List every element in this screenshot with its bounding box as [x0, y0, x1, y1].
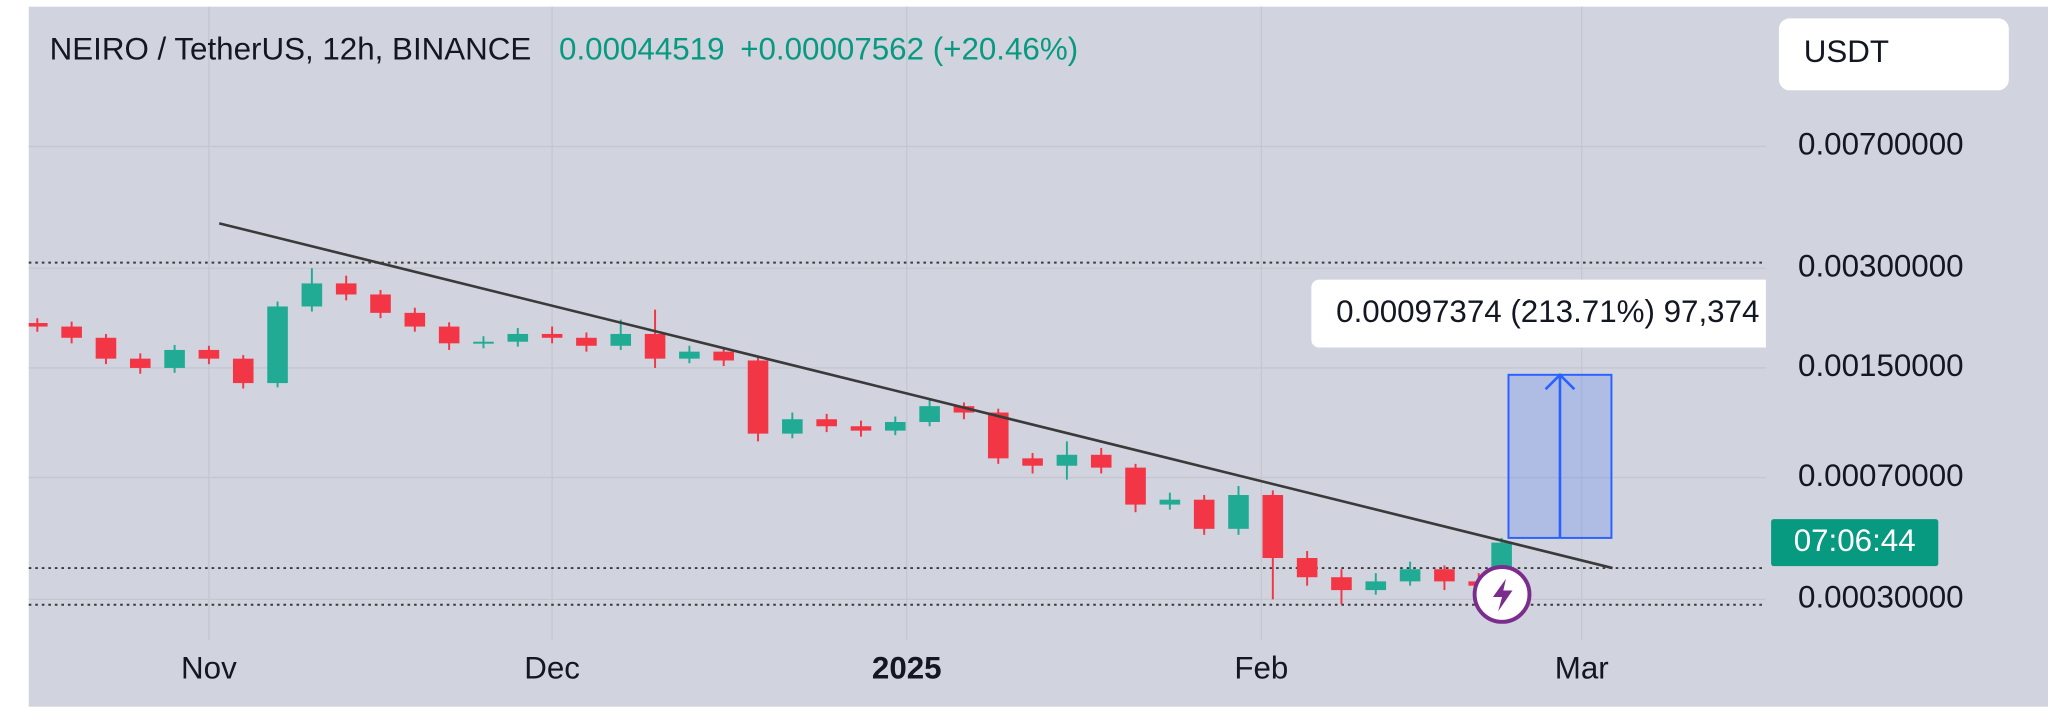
- alert-bolt: [1492, 578, 1513, 612]
- measure-label-text: 0.00097374 (213.71%) 97,374: [1336, 294, 1759, 329]
- candle-body: [95, 337, 117, 359]
- candle-body: [953, 406, 975, 413]
- y-tick-label: 0.00700000: [1798, 127, 1964, 162]
- plot: [28, 222, 1613, 605]
- candle-body: [1159, 499, 1181, 505]
- candle-body: [129, 358, 151, 368]
- candle-body: [301, 283, 323, 307]
- chart-title: NEIRO / TetherUS, 12h, BINANCE: [50, 31, 532, 66]
- price-change: +0.00007562 (+20.46%): [740, 31, 1078, 66]
- candle-body: [198, 349, 220, 359]
- x-tick-label: Feb: [1234, 650, 1288, 685]
- countdown: 07:06:44: [1794, 523, 1916, 558]
- candle-body: [1193, 499, 1215, 529]
- candle-body: [1228, 494, 1249, 529]
- candle-body: [164, 349, 185, 368]
- candle-body: [473, 341, 494, 344]
- measure-label: 0.00097374 (213.71%) 97,374: [1311, 279, 1766, 348]
- candle-body: [782, 419, 803, 434]
- last-price: 0.00044519: [559, 31, 725, 66]
- measure-arrow: [1544, 372, 1576, 538]
- candle-body: [1022, 458, 1043, 466]
- candle-body: [267, 306, 288, 384]
- candle-body: [610, 333, 632, 346]
- x-tick-label: Dec: [524, 650, 580, 685]
- candle-body: [816, 419, 837, 427]
- candle-body: [1296, 558, 1318, 578]
- candle-body: [885, 421, 906, 431]
- candle-body: [850, 426, 872, 431]
- currency-button[interactable]: [1778, 18, 2009, 91]
- y-tick-label: 0.00150000: [1798, 348, 1964, 383]
- candle-body: [1399, 569, 1421, 582]
- trendline: [218, 222, 1613, 570]
- candle-body: [987, 412, 1009, 459]
- candle-body: [541, 333, 563, 338]
- candle-body: [644, 333, 666, 359]
- measure-label-bg: [1311, 279, 1766, 348]
- candle-body: [1365, 581, 1387, 591]
- candle-body: [370, 294, 391, 313]
- candle-body: [232, 358, 254, 384]
- chart-background: [28, 6, 2048, 707]
- candle-body: [747, 360, 769, 434]
- y-tick-label: 0.00070000: [1798, 458, 1964, 493]
- candle-body: [1331, 577, 1352, 591]
- candle-body: [1056, 454, 1078, 466]
- candle-body: [713, 351, 735, 361]
- candle-body: [1090, 454, 1112, 468]
- y-tick-label: 0.00300000: [1798, 249, 1964, 284]
- overlays: 0.00097374 (213.71%) 97,374 07:06:44: [1311, 279, 1939, 624]
- candle-body: [679, 351, 700, 359]
- candle-body: [61, 326, 82, 338]
- candle-body: [919, 406, 940, 422]
- currency-label[interactable]: USDT: [1804, 34, 1889, 69]
- countdown-tag: [1771, 519, 1939, 567]
- candle-body: [404, 312, 426, 327]
- candle-body: [507, 333, 529, 342]
- candle-body: [1262, 494, 1284, 559]
- candle-body: [1434, 569, 1455, 582]
- candle-body: [28, 323, 48, 327]
- candle-body: [576, 337, 597, 346]
- axes: 0.00700000 0.00300000 0.00150000 0.00070000…: [181, 127, 1964, 686]
- candle-body: [1125, 467, 1146, 505]
- y-tick-label: 0.00030000: [1798, 580, 1964, 615]
- candle-body: [335, 283, 357, 295]
- x-tick-label: Nov: [181, 650, 237, 685]
- x-tick-label: 2025: [872, 650, 942, 685]
- grid: [28, 6, 1766, 641]
- candle-body: [438, 326, 460, 344]
- x-tick-label: Mar: [1555, 650, 1609, 685]
